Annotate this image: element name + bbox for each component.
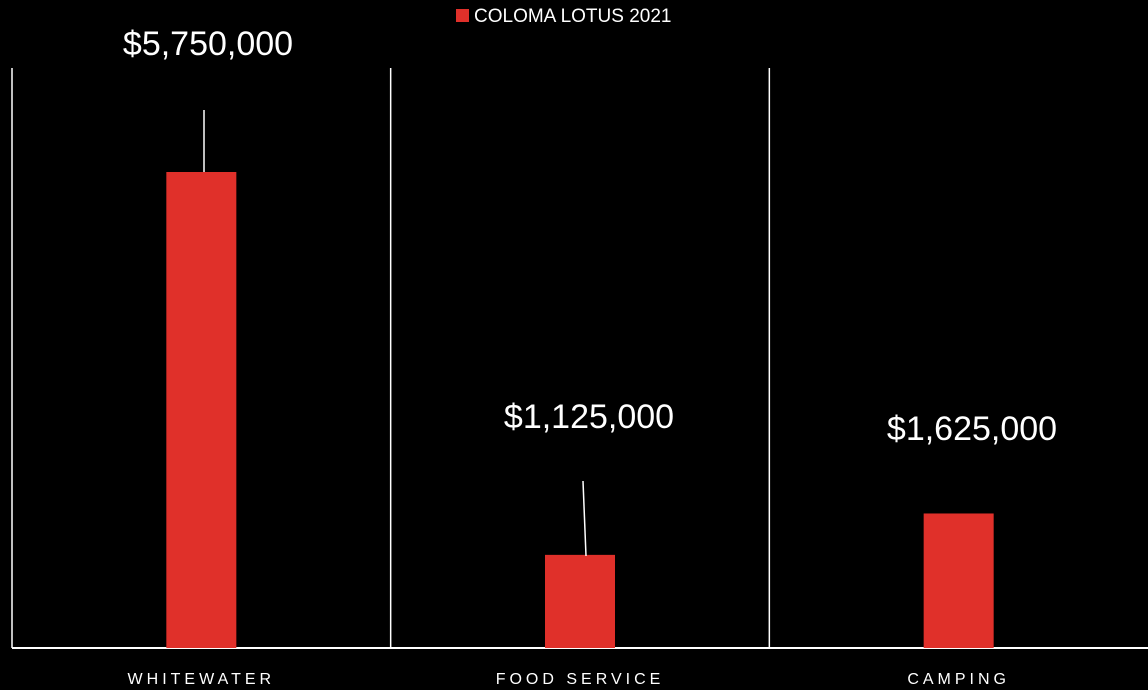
data-label: $1,625,000 — [887, 410, 1057, 448]
legend-swatch — [456, 9, 469, 22]
bar-whitewater — [166, 172, 237, 648]
category-labels: WHITEWATER FOOD SERVICE CAMPING — [128, 671, 1010, 688]
leader-lines — [203, 110, 587, 557]
category-label: FOOD SERVICE — [496, 671, 665, 688]
category-label: WHITEWATER — [128, 671, 276, 688]
leader-line — [582, 480, 587, 557]
category-label: CAMPING — [907, 671, 1010, 688]
bar-food-service — [545, 554, 615, 648]
legend: COLOMA LOTUS 2021 — [456, 6, 671, 27]
data-labels: $5,750,000 $1,125,000 $1,625,000 — [123, 25, 1057, 448]
bars — [166, 172, 994, 648]
legend-label: COLOMA LOTUS 2021 — [474, 6, 671, 27]
data-label: $5,750,000 — [123, 25, 293, 63]
data-label: $1,125,000 — [504, 398, 674, 436]
bar-camping — [923, 513, 994, 648]
